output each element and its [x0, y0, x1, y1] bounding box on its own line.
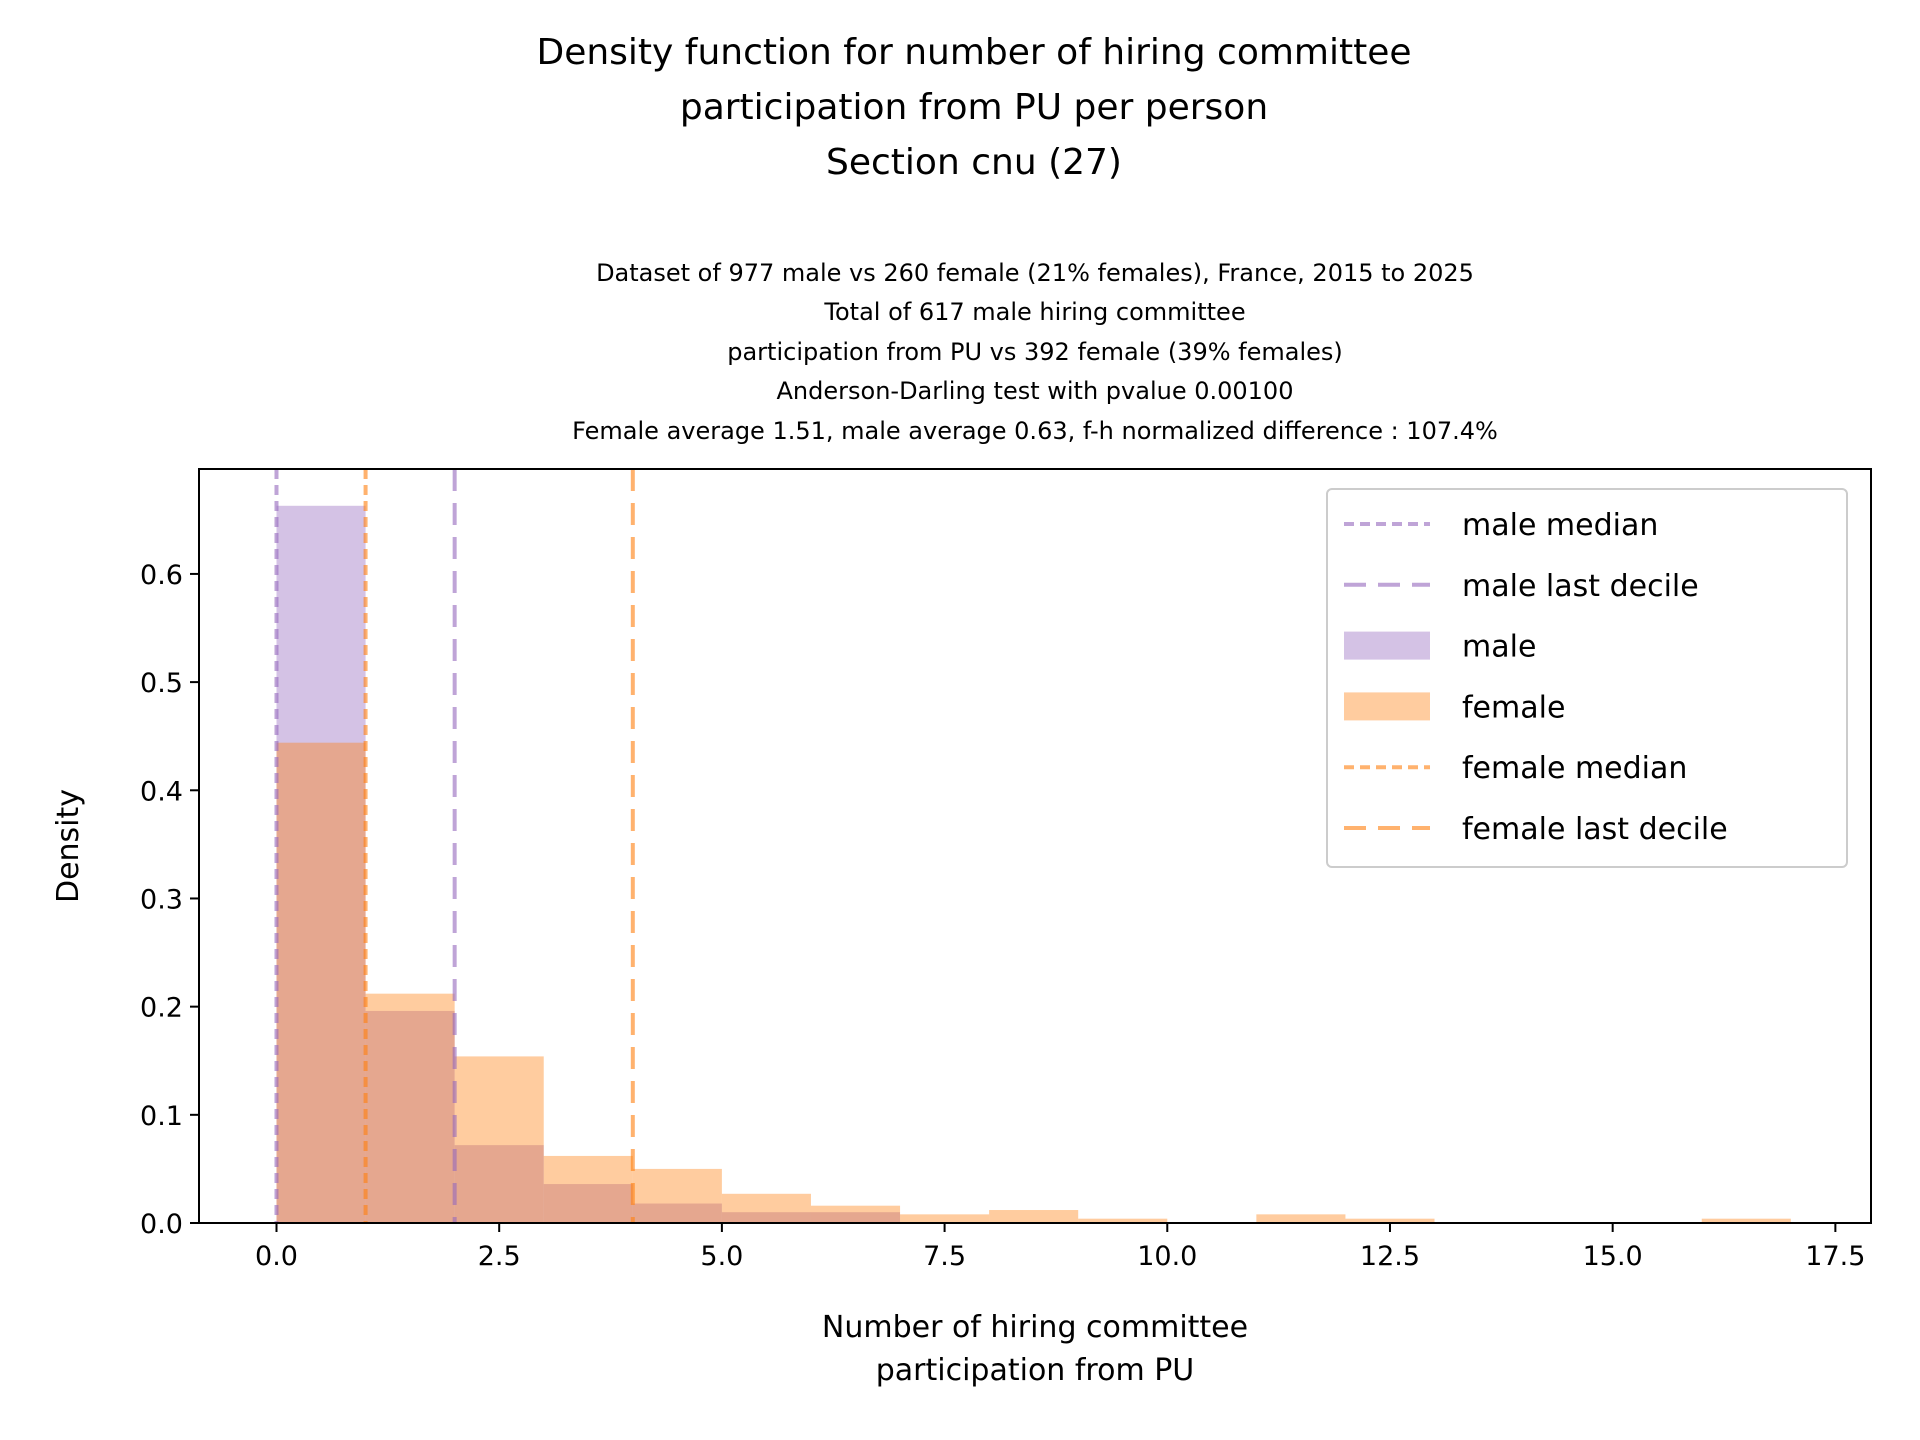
title-line-3: Section cnu (27)	[826, 142, 1122, 183]
female-bar	[1256, 1214, 1346, 1223]
male-bar	[721, 1212, 811, 1223]
subtitle-line-5: Female average 1.51, male average 0.63, …	[572, 417, 1498, 445]
y-tick-label: 0.5	[140, 668, 183, 699]
legend-male-median-label: male median	[1462, 508, 1658, 543]
female-bar	[721, 1193, 811, 1223]
y-tick-label: 0.0	[140, 1209, 183, 1240]
x-tick-label: 7.5	[923, 1241, 966, 1272]
female-bar	[365, 993, 455, 1223]
y-tick-label: 0.1	[140, 1101, 183, 1132]
male-bar	[543, 1184, 633, 1223]
chart-subtitle: Dataset of 977 male vs 260 female (21% f…	[572, 259, 1498, 445]
legend-male-last-decile-label: male last decile	[1462, 569, 1699, 604]
x-tick-label: 12.5	[1360, 1241, 1420, 1272]
y-tick-label: 0.6	[140, 560, 183, 591]
female-bar	[454, 1056, 544, 1223]
subtitle-line-3: participation from PU vs 392 female (39%…	[727, 338, 1343, 366]
female-bar	[1345, 1218, 1435, 1223]
female-bar	[543, 1155, 633, 1223]
title-line-1: Density function for number of hiring co…	[536, 32, 1411, 73]
legend-female-label: female	[1462, 690, 1565, 725]
y-tick-label: 0.3	[140, 884, 183, 915]
male-bar	[365, 1010, 455, 1223]
y-tick-label: 0.2	[140, 993, 183, 1024]
x-tick-label: 17.5	[1805, 1241, 1865, 1272]
x-axis-label-line-2: participation from PU	[876, 1353, 1195, 1388]
female-bar	[276, 742, 366, 1223]
female-bar	[900, 1214, 990, 1223]
x-tick-label: 0.0	[255, 1241, 298, 1272]
x-axis-label-line-1: Number of hiring committee	[822, 1310, 1248, 1345]
female-bar	[989, 1210, 1079, 1223]
x-tick-label: 10.0	[1137, 1241, 1197, 1272]
subtitle-line-1: Dataset of 977 male vs 260 female (21% f…	[596, 259, 1474, 287]
title-line-2: participation from PU per person	[680, 87, 1268, 128]
female-bar	[1701, 1218, 1791, 1223]
male-bar	[454, 1145, 544, 1223]
chart-title: Density function for number of hiring co…	[536, 32, 1411, 183]
legend-female-swatch	[1344, 692, 1430, 721]
legend-female-last-decile-label: female last decile	[1462, 812, 1728, 847]
legend-male-label: male	[1462, 630, 1536, 665]
female-bar	[810, 1205, 901, 1223]
male-bar	[632, 1203, 722, 1223]
x-tick-label: 15.0	[1583, 1241, 1643, 1272]
subtitle-line-2: Total of 617 male hiring committee	[823, 298, 1245, 326]
y-axis-label: Density	[51, 789, 86, 903]
female-bar	[1078, 1218, 1168, 1223]
legend-male-swatch	[1344, 631, 1430, 660]
legend-female-median-label: female median	[1462, 751, 1687, 786]
subtitle-line-4: Anderson-Darling test with pvalue 0.0010…	[777, 377, 1294, 405]
x-tick-label: 2.5	[478, 1241, 521, 1272]
female-bar	[632, 1168, 722, 1223]
y-tick-label: 0.4	[140, 776, 183, 807]
male-bar	[810, 1212, 901, 1223]
legend-box	[1326, 488, 1848, 868]
plot-area-frame	[198, 468, 1872, 1224]
legend: male median male last decile male female fem…	[1326, 488, 1848, 868]
male-bar	[276, 505, 366, 1223]
x-tick-label: 5.0	[700, 1241, 743, 1272]
